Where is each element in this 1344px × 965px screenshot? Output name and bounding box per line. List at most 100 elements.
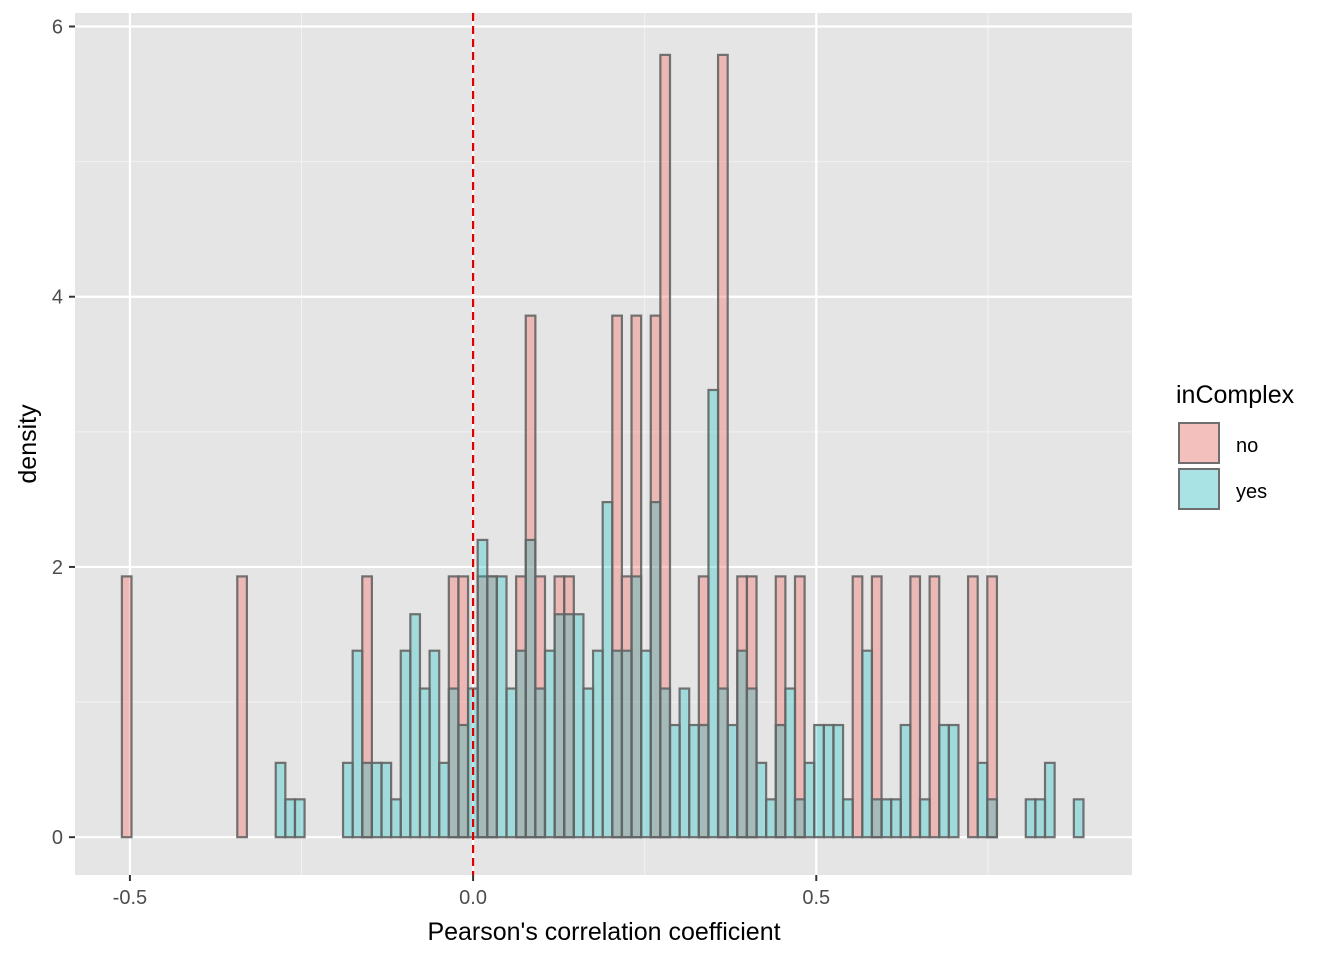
histogram-bar-yes (890, 798, 902, 839)
x-tick-label: -0.5 (113, 887, 147, 909)
histogram-bar-yes (986, 798, 999, 839)
histogram-bar-yes (572, 613, 585, 839)
histogram-bar-yes (745, 687, 758, 839)
histogram-bar-yes (428, 649, 441, 839)
histogram-bar-yes (418, 687, 431, 839)
histogram-bar-yes (534, 687, 547, 839)
histogram-bar-yes (793, 798, 806, 839)
histogram-bar-yes (611, 649, 624, 839)
histogram-bar-yes (668, 723, 681, 839)
y-tick-label: 4 (52, 287, 63, 309)
histogram-bar-yes (880, 798, 893, 839)
series-no-bars (120, 53, 999, 839)
histogram-bar-yes (457, 723, 470, 839)
histogram-bar-yes (524, 538, 537, 839)
axes: -0.5 0.0 0.5 0 2 4 6 (52, 17, 830, 909)
series-yes-bars (274, 388, 1085, 839)
legend-key-no-bg (1178, 422, 1220, 464)
histogram-bar-yes (284, 798, 297, 839)
histogram-bar-yes (438, 761, 450, 839)
histogram-bar-yes (361, 761, 373, 839)
histogram-bar-yes (1034, 798, 1047, 839)
histogram-bar-yes (274, 761, 287, 839)
legend-key-yes (1178, 468, 1220, 510)
legend-label-yes: yes (1236, 481, 1267, 503)
x-axis-label: Pearson's correlation coefficient (427, 918, 780, 946)
histogram-bar-yes (486, 575, 499, 839)
histogram-bar-no (986, 575, 999, 839)
histogram-bar-yes (841, 798, 854, 839)
histogram-bar-yes (716, 687, 729, 839)
histogram-bar-yes (466, 687, 479, 839)
histogram-bar-yes (832, 723, 845, 839)
histogram-bar-yes (803, 761, 816, 839)
histogram-bar-yes (976, 761, 989, 839)
histogram-bar-no (120, 575, 133, 839)
histogram-bar-yes (765, 798, 777, 839)
histogram-bar-yes (659, 687, 672, 839)
histogram-bar-yes (505, 687, 518, 839)
histogram-bar-yes (591, 649, 604, 839)
histogram-bar-yes (495, 575, 508, 839)
histogram-bar-yes (1043, 761, 1056, 839)
histogram-bar-yes (688, 723, 700, 839)
legend-label-no: no (1236, 435, 1258, 457)
histogram-bar-yes (870, 798, 883, 839)
histogram-bar-no (909, 575, 922, 839)
histogram-bar-yes (1072, 798, 1085, 839)
y-axis-label: density (14, 404, 42, 484)
histogram-bar-yes (515, 649, 527, 839)
histogram-bar-yes (938, 723, 950, 839)
histogram-bar-yes (620, 649, 633, 839)
histogram-bar-yes (822, 723, 835, 839)
histogram-bar-yes (553, 613, 566, 839)
histogram-bar-yes (563, 613, 575, 839)
histogram-bar-no (966, 575, 979, 839)
histogram-bar-yes (351, 649, 364, 839)
y-tick-label: 0 (52, 827, 63, 849)
histogram-bar-yes (755, 761, 768, 839)
histogram-bar-yes (293, 798, 306, 839)
histogram-bar-yes (707, 388, 720, 839)
histogram-bar-yes (649, 500, 662, 839)
histogram-bar-yes (697, 723, 710, 839)
x-tick-label: 0.0 (459, 887, 487, 909)
histogram-bar-yes (409, 613, 422, 839)
y-tick-label: 6 (52, 17, 63, 39)
histogram-bar-yes (447, 687, 460, 839)
histogram-bar-yes (640, 649, 652, 839)
histogram-bar-yes (861, 649, 874, 839)
histogram-bar-yes (736, 649, 749, 839)
histogram-bar-yes (726, 723, 739, 839)
legend-key-no (1178, 422, 1220, 464)
histogram-bar-yes (390, 798, 402, 839)
histogram-bar-yes (370, 761, 383, 839)
legend: inComplex no yes (1176, 381, 1295, 510)
histogram-bar-yes (899, 723, 912, 839)
histogram-bar-yes (582, 687, 595, 839)
histogram-bar-yes (630, 575, 643, 839)
histogram-bar-yes (1024, 798, 1037, 839)
x-tick-label: 0.5 (802, 887, 830, 909)
histogram-bar-yes (399, 649, 412, 839)
histogram-bar-no (851, 575, 864, 839)
histogram-bar-no (236, 575, 248, 839)
y-tick-label: 2 (52, 557, 63, 579)
histogram-bar-yes (947, 723, 960, 839)
histogram-bar-no (928, 575, 941, 839)
histogram-bar-yes (543, 649, 556, 839)
histogram-bar-no (870, 575, 883, 839)
legend-key-yes-bg (1178, 468, 1220, 510)
histogram-bar-yes (341, 761, 354, 839)
legend-title: inComplex (1176, 381, 1295, 409)
histogram-bar-yes (774, 723, 787, 839)
histogram-bar-yes (476, 538, 489, 839)
histogram-bar-yes (813, 723, 825, 839)
histogram-bar-yes (784, 687, 797, 839)
histogram-bar-yes (601, 500, 614, 839)
histogram-bar-yes (678, 687, 691, 839)
histogram-bar-yes (380, 761, 393, 839)
histogram-bar-no (793, 575, 806, 839)
